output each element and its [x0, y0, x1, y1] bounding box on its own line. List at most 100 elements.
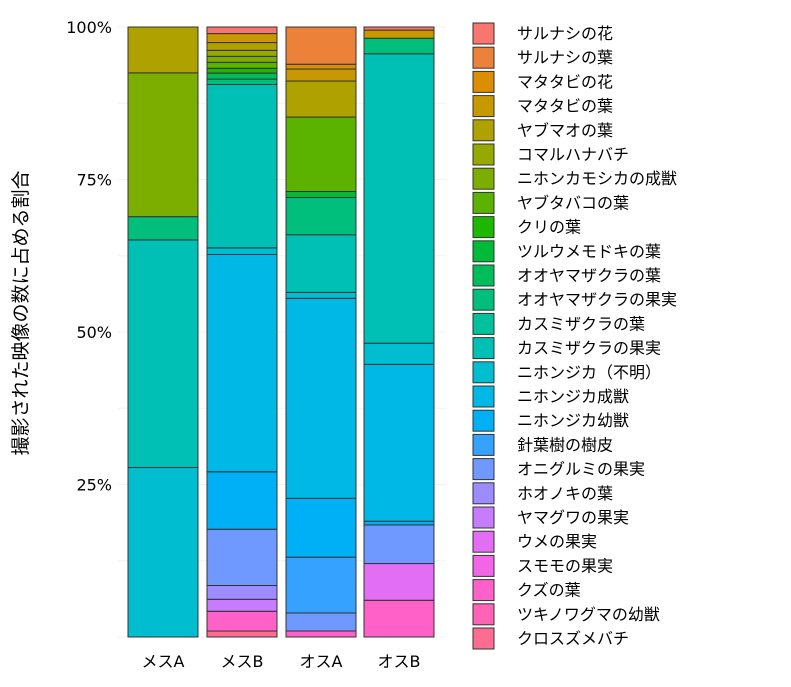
legend-label: スモモの果実	[517, 556, 613, 575]
bar-segment-0-4	[127, 26, 199, 74]
legend: サルナシの花サルナシの葉マタタビの花マタタビの葉ヤブマオの葉コマルハナバチニホン…	[472, 22, 677, 650]
bar-segment-0-11	[127, 216, 199, 241]
legend-key	[472, 119, 495, 142]
legend-label: オオヤマザクラの果実	[517, 290, 677, 309]
bar-segment-3-13	[363, 53, 435, 344]
bar-segment-1-19	[206, 585, 278, 600]
legend-key	[472, 627, 495, 650]
bar-segment-1-6	[206, 55, 278, 63]
bar-segment-2-14	[285, 291, 357, 299]
x-tick-label: オスB	[378, 652, 421, 671]
legend-label: マタタビの葉	[517, 97, 613, 116]
legend-label: ニホンジカ幼獣	[517, 411, 629, 430]
bar-segment-3-11	[363, 37, 435, 55]
bar-segment-1-13	[206, 83, 278, 249]
legend-key	[472, 167, 495, 190]
legend-key	[472, 458, 495, 481]
bar-segment-0-13	[127, 239, 199, 469]
legend-key	[472, 337, 495, 360]
y-tick-label: 100%	[66, 18, 112, 37]
legend-key	[472, 554, 495, 577]
bar-segment-3-3	[363, 29, 435, 39]
y-tick-label: 50%	[76, 323, 112, 342]
legend-label: ツキノワグマの幼獣	[517, 605, 660, 624]
legend-label: マタタビの花	[517, 72, 613, 91]
legend-label: ヤブマオの葉	[517, 121, 613, 140]
y-axis-label: 撮影された映像の数に占める割合	[10, 170, 32, 455]
bar-segment-2-7	[285, 116, 357, 193]
bar-segment-3-18	[363, 524, 435, 565]
legend-label: ウメの果実	[517, 532, 597, 551]
bar-segment-3-14	[363, 342, 435, 365]
legend-label: オオヤマザクラの葉	[517, 266, 661, 285]
bar-segment-3-23	[363, 599, 435, 638]
bar-segment-2-17	[285, 556, 357, 614]
legend-key	[472, 95, 495, 118]
legend-key	[472, 603, 495, 626]
legend-label: ニホンジカ成獣	[517, 387, 629, 406]
legend-key	[472, 385, 495, 408]
legend-label: オニグルミの果実	[517, 460, 645, 479]
bar-segment-2-2	[285, 63, 357, 70]
bar-segment-1-18	[206, 528, 278, 587]
legend-key	[472, 22, 495, 45]
legend-key	[472, 433, 495, 456]
legend-label: ニホンジカ（不明）	[517, 363, 661, 382]
legend-key	[472, 264, 495, 287]
legend-key	[472, 143, 495, 166]
legend-key	[472, 506, 495, 529]
bar-segment-3-15	[363, 363, 435, 522]
bars	[127, 26, 435, 638]
bar-segment-2-13	[285, 234, 357, 293]
x-tick-label: メスB	[221, 652, 264, 671]
legend-key	[472, 191, 495, 214]
x-tick-label: メスA	[142, 652, 185, 671]
bar-segment-0-6	[127, 72, 199, 218]
bar-segment-1-25	[206, 630, 278, 638]
legend-label: クズの葉	[517, 581, 581, 600]
legend-label: カスミザクラの葉	[517, 314, 645, 333]
y-tick-label: 75%	[76, 171, 112, 190]
bar-segment-2-3	[285, 68, 357, 82]
legend-label: サルナシの葉	[517, 48, 613, 67]
bar-segment-1-8	[206, 67, 278, 74]
bar-segment-2-16	[285, 497, 357, 558]
bar-segment-1-5	[206, 49, 278, 57]
bar-segment-1-4	[206, 42, 278, 51]
legend-label: サルナシの花	[517, 24, 613, 43]
legend-label: ヤブタバコの葉	[517, 193, 629, 212]
legend-label: ツルウメモドキの葉	[517, 242, 661, 261]
legend-key	[472, 288, 495, 311]
legend-label: クリの葉	[517, 218, 581, 237]
bar-segment-1-15	[206, 253, 278, 473]
bar-segment-0-14	[127, 467, 199, 638]
x-tick-label: オスA	[300, 652, 343, 671]
x-axis: メスA メスB オスA オスB	[142, 652, 421, 671]
legend-label: コマルハナバチ	[517, 145, 629, 164]
bar-segment-1-3	[206, 33, 278, 44]
bar-segment-2-15	[285, 297, 357, 499]
legend-label: カスミザクラの果実	[517, 339, 661, 358]
legend-label: ヤマグワの果実	[517, 508, 629, 527]
bar-segment-2-1	[285, 26, 357, 65]
legend-label: クロスズメバチ	[517, 629, 629, 648]
legend-key	[472, 579, 495, 602]
legend-label: ホオノキの葉	[517, 484, 613, 503]
bar-segment-3-21	[363, 563, 435, 601]
bar-segment-1-16	[206, 471, 278, 530]
bar-segment-3-16	[363, 520, 435, 526]
bar-segment-1-14	[206, 247, 278, 255]
legend-key	[472, 482, 495, 505]
bar-segment-1-7	[206, 61, 278, 69]
legend-key	[472, 409, 495, 432]
legend-key	[472, 361, 495, 384]
legend-key	[472, 70, 495, 93]
bar-segment-1-10	[206, 72, 278, 80]
bar-segment-1-11	[206, 78, 278, 85]
legend-key	[472, 46, 495, 69]
bar-segment-2-23	[285, 630, 357, 638]
legend-label: 針葉樹の樹皮	[517, 435, 613, 454]
bar-segment-1-23	[206, 610, 278, 632]
bar-segment-3-0	[363, 26, 435, 31]
